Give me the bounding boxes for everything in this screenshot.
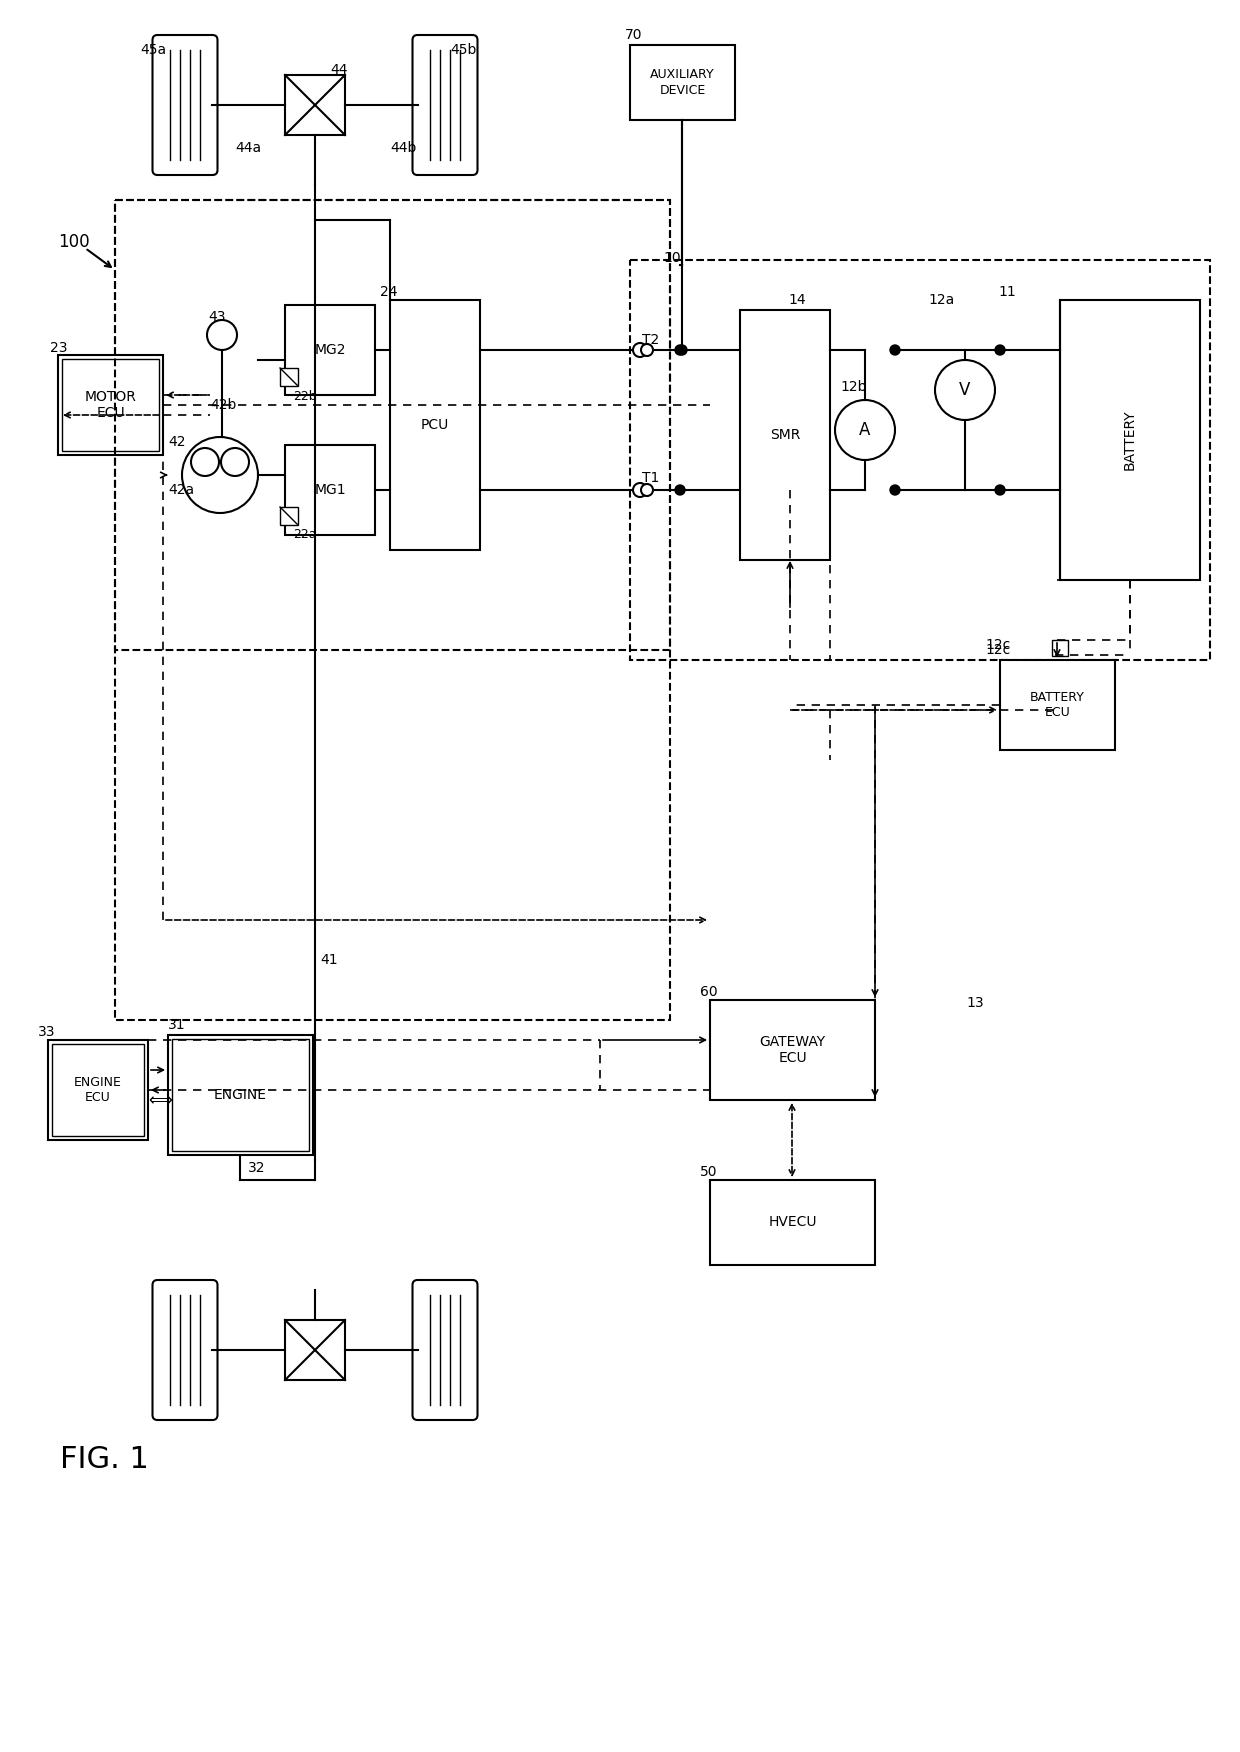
FancyBboxPatch shape xyxy=(413,35,477,175)
Text: 42a: 42a xyxy=(167,484,195,498)
FancyBboxPatch shape xyxy=(52,1044,144,1135)
Circle shape xyxy=(641,484,653,496)
Text: 60: 60 xyxy=(701,985,718,999)
Text: 100: 100 xyxy=(58,233,89,251)
Circle shape xyxy=(994,345,1004,356)
Bar xyxy=(280,368,298,385)
FancyBboxPatch shape xyxy=(391,300,480,550)
Text: BATTERY: BATTERY xyxy=(1123,410,1137,470)
Text: 13: 13 xyxy=(966,995,983,1009)
FancyBboxPatch shape xyxy=(285,445,374,534)
Text: T1: T1 xyxy=(642,471,660,485)
Text: FIG. 1: FIG. 1 xyxy=(60,1445,149,1475)
Text: 32: 32 xyxy=(248,1162,265,1176)
Text: 14: 14 xyxy=(787,293,806,307)
FancyBboxPatch shape xyxy=(630,46,735,119)
Bar xyxy=(1052,639,1068,655)
Circle shape xyxy=(890,485,900,496)
FancyBboxPatch shape xyxy=(711,1181,875,1265)
Circle shape xyxy=(935,359,994,420)
FancyBboxPatch shape xyxy=(285,75,345,135)
Text: PCU: PCU xyxy=(420,419,449,433)
Text: GATEWAY
ECU: GATEWAY ECU xyxy=(759,1035,826,1065)
FancyBboxPatch shape xyxy=(58,356,162,456)
Circle shape xyxy=(994,485,1004,496)
FancyBboxPatch shape xyxy=(167,1035,312,1155)
Circle shape xyxy=(675,345,684,356)
Text: MG2: MG2 xyxy=(314,343,346,357)
Text: 70: 70 xyxy=(625,28,642,42)
Circle shape xyxy=(890,345,900,356)
Text: 44a: 44a xyxy=(236,140,262,154)
Text: MOTOR
ECU: MOTOR ECU xyxy=(84,391,136,420)
Circle shape xyxy=(641,343,653,356)
FancyBboxPatch shape xyxy=(48,1041,148,1141)
Circle shape xyxy=(835,399,895,461)
Text: MG1: MG1 xyxy=(314,484,346,498)
FancyBboxPatch shape xyxy=(711,1000,875,1100)
Circle shape xyxy=(632,484,647,498)
FancyBboxPatch shape xyxy=(1060,300,1200,580)
Text: A: A xyxy=(859,420,870,440)
Text: 42b: 42b xyxy=(210,398,237,412)
Text: 10: 10 xyxy=(663,251,681,265)
Text: AUXILIARY
DEVICE: AUXILIARY DEVICE xyxy=(650,68,714,96)
FancyBboxPatch shape xyxy=(153,1281,217,1421)
FancyBboxPatch shape xyxy=(285,305,374,394)
Text: 12a: 12a xyxy=(928,293,955,307)
FancyBboxPatch shape xyxy=(62,359,159,450)
Circle shape xyxy=(207,321,237,350)
Text: T2: T2 xyxy=(642,333,660,347)
Text: HVECU: HVECU xyxy=(769,1216,817,1230)
Circle shape xyxy=(675,485,684,496)
FancyBboxPatch shape xyxy=(285,1319,345,1381)
Text: 22a: 22a xyxy=(293,529,316,541)
FancyBboxPatch shape xyxy=(999,661,1115,750)
Text: BATTERY
ECU: BATTERY ECU xyxy=(1030,690,1085,718)
Text: 12b: 12b xyxy=(839,380,867,394)
Circle shape xyxy=(191,449,219,477)
Text: 33: 33 xyxy=(38,1025,56,1039)
Circle shape xyxy=(677,345,687,356)
Text: 12c: 12c xyxy=(985,643,1011,657)
Text: V: V xyxy=(960,380,971,399)
Circle shape xyxy=(182,436,258,513)
Text: 22b: 22b xyxy=(293,391,316,403)
Text: 24: 24 xyxy=(379,286,398,300)
Text: 44: 44 xyxy=(330,63,347,77)
FancyBboxPatch shape xyxy=(153,35,217,175)
Text: 42: 42 xyxy=(167,434,186,449)
Circle shape xyxy=(221,449,249,477)
Text: ⟺: ⟺ xyxy=(148,1091,172,1109)
Circle shape xyxy=(632,343,647,357)
Text: 43: 43 xyxy=(208,310,226,324)
Bar xyxy=(280,506,298,526)
Text: 12c: 12c xyxy=(985,638,1011,652)
Text: 23: 23 xyxy=(50,342,67,356)
Text: 44b: 44b xyxy=(391,140,417,154)
FancyBboxPatch shape xyxy=(172,1039,309,1151)
Text: 41: 41 xyxy=(320,953,337,967)
Text: ENGINE: ENGINE xyxy=(215,1088,267,1102)
Text: 50: 50 xyxy=(701,1165,718,1179)
Text: ENGINE
ECU: ENGINE ECU xyxy=(74,1076,122,1104)
FancyBboxPatch shape xyxy=(413,1281,477,1421)
Text: 31: 31 xyxy=(167,1018,186,1032)
Text: 45a: 45a xyxy=(140,44,166,58)
Text: 11: 11 xyxy=(998,286,1016,300)
Text: SMR: SMR xyxy=(770,427,800,442)
Text: 45b: 45b xyxy=(450,44,476,58)
FancyBboxPatch shape xyxy=(740,310,830,561)
